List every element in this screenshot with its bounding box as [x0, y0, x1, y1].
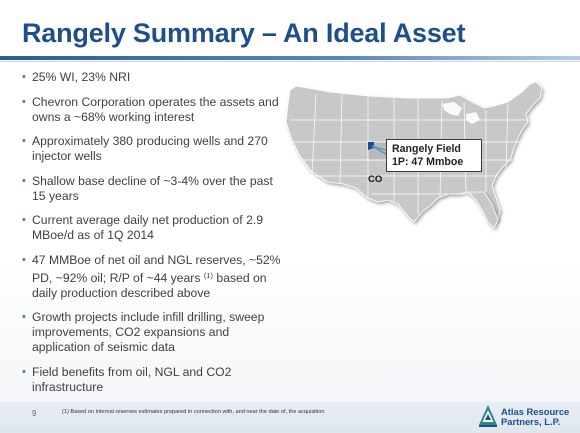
footnote: (1) Based on internal reserves estimates…: [62, 409, 325, 415]
great-lakes: [442, 102, 480, 124]
bullet-item: Shallow base decline of ~3-4% over the p…: [22, 174, 284, 204]
bullet-text: Approximately 380 producing wells and 27…: [32, 134, 268, 163]
state-label-co: CO: [368, 174, 383, 185]
bullet-text: 47 MMBoe of net oil and NGL reserves, ~5…: [32, 252, 281, 285]
bullet-item: Chevron Corporation operates the assets …: [22, 95, 284, 125]
footnote-ref: (1): [203, 270, 214, 280]
callout-leader-line: [371, 145, 387, 155]
bullet-item: Approximately 380 producing wells and 27…: [22, 134, 284, 164]
bullet-item: 25% WI, 23% NRI: [22, 70, 284, 85]
bullet-item: Growth projects include infill drilling,…: [22, 310, 284, 355]
bullet-text: Field benefits from oil, NGL and CO2 inf…: [32, 364, 232, 394]
logo-name-line-2: Partners, L.P.: [501, 416, 561, 427]
logo-text: Atlas Resource Partners, L.P.: [501, 407, 577, 427]
bullet-list: 25% WI, 23% NRI Chevron Corporation oper…: [22, 70, 284, 404]
callout-line-2: 1P: 47 Mmboe: [392, 156, 464, 168]
florida: [467, 191, 499, 229]
bullet-text: Chevron Corporation operates the assets …: [32, 94, 279, 124]
bullet-item: 47 MMBoe of net oil and NGL reserves, ~5…: [22, 253, 284, 301]
bullet-text: 25% WI, 23% NRI: [32, 70, 131, 84]
rangely-field-marker: [368, 142, 374, 150]
bullet-text: Shallow base decline of ~3-4% over the p…: [32, 173, 273, 203]
callout-leader-line-2: [371, 145, 387, 151]
bullet-item: Current average daily net production of …: [22, 213, 284, 243]
logo-name-line-1: Atlas Resource: [501, 406, 570, 417]
bullet-item: Field benefits from oil, NGL and CO2 inf…: [22, 365, 284, 395]
slide-title: Rangely Summary – An Ideal Asset: [22, 18, 466, 48]
page-number: 9: [32, 409, 37, 418]
callout-line-1: Rangely Field: [392, 143, 461, 155]
title-rule-thin: [0, 61, 580, 62]
title-rule: [0, 56, 580, 60]
bullet-text: Current average daily net production of …: [32, 213, 264, 242]
bullet-text: based on daily production described abov…: [32, 270, 267, 300]
atlas-logo-icon: [479, 405, 497, 427]
bullet-text: Growth projects include infill drilling,…: [32, 310, 265, 354]
rangely-callout: Rangely Field 1P: 47 Mmboe: [386, 139, 482, 172]
